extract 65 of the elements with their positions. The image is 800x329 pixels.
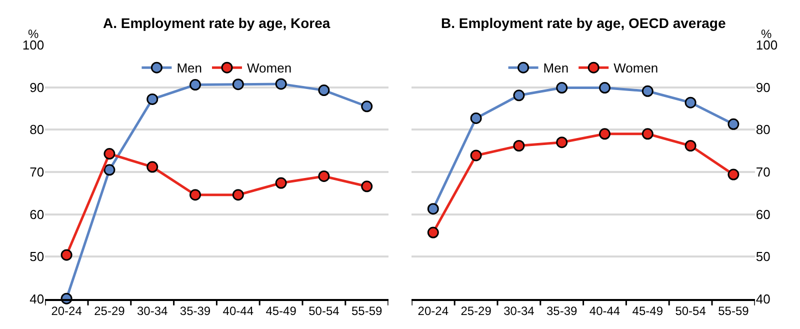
point: [684, 140, 696, 152]
x-tick-label: 20-24: [51, 304, 82, 318]
point: [470, 150, 482, 162]
point: [104, 164, 116, 176]
point: [146, 93, 158, 105]
point: [642, 128, 654, 140]
point: [104, 148, 116, 160]
point: [599, 82, 610, 94]
x-tick-label: 30-34: [137, 304, 168, 318]
x-tick-label: 40-44: [222, 304, 254, 318]
point: [318, 170, 330, 182]
point: [275, 78, 287, 90]
legend-label: Women: [246, 60, 292, 76]
legend-label: Men: [176, 60, 202, 76]
point: [599, 128, 610, 140]
x-tick-label: 25-29: [460, 304, 492, 318]
point: [427, 203, 439, 215]
x-tick-label: 55-59: [352, 304, 383, 318]
x-tick-label: 50-54: [675, 304, 706, 318]
x-tick-label: 20-24: [418, 304, 449, 318]
x-tick-label: 35-39: [180, 304, 211, 318]
y-tick-label: 90: [756, 80, 770, 95]
point: [232, 78, 244, 90]
x-tick-label: 30-34: [504, 304, 535, 318]
point: [513, 90, 525, 102]
y-tick-label: 70: [756, 164, 770, 180]
legend-label: Women: [614, 60, 658, 76]
y-tick-label: 70: [30, 164, 44, 180]
x-tick-label: 45-49: [266, 304, 297, 318]
point: [556, 136, 568, 148]
point: [728, 118, 740, 130]
x-tick-label: 35-39: [546, 304, 578, 318]
point: [275, 177, 287, 189]
x-tick-label: 40-44: [589, 304, 620, 318]
y-tick-label: 50: [756, 249, 770, 264]
point: [190, 189, 201, 201]
point: [232, 189, 244, 201]
x-tick-label: 25-29: [94, 304, 126, 318]
point: [361, 100, 373, 112]
y-tick-label: 80: [756, 122, 770, 138]
point: [146, 161, 158, 173]
point: [556, 82, 568, 94]
y-tick-label: 60: [756, 206, 770, 222]
point: [642, 85, 654, 97]
y-tick-label: 40: [30, 292, 44, 307]
legend-label: Men: [543, 60, 569, 76]
point: [513, 140, 525, 152]
point: [684, 96, 696, 108]
x-tick-label: 50-54: [308, 304, 340, 318]
point: [190, 79, 201, 91]
point: [728, 168, 740, 180]
point: [60, 249, 72, 261]
x-tick-label: 45-49: [632, 304, 664, 318]
y-tick-label: 40: [756, 292, 770, 307]
y-tick-label: 50: [30, 249, 44, 264]
point: [427, 226, 439, 238]
point: [361, 180, 373, 192]
x-tick-label: 55-59: [718, 304, 750, 318]
point: [318, 84, 330, 96]
chart-title: A. Employment rate by age, Korea: [103, 15, 330, 31]
y-tick-label: 90: [30, 80, 44, 95]
y-tick-label: 80: [30, 122, 44, 138]
y-tick-label: 60: [30, 206, 44, 222]
point: [470, 112, 482, 124]
chart-title: B. Employment rate by age, OECD average: [441, 15, 726, 31]
